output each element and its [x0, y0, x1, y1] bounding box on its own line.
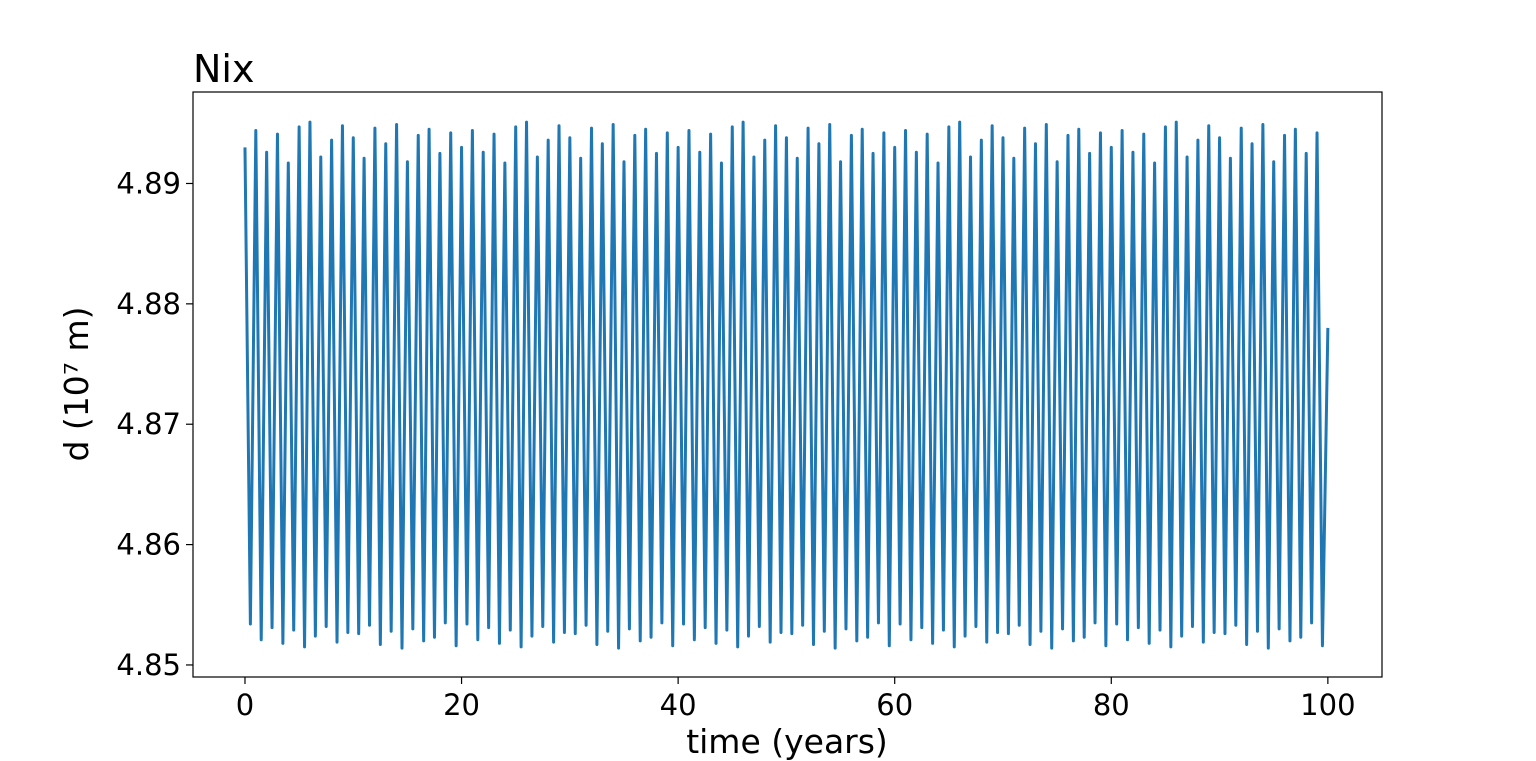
data-line: [243, 120, 1330, 650]
chart-title: Nix: [193, 47, 254, 91]
x-tick-label: 60: [876, 688, 913, 722]
x-axis-label: time (years): [686, 722, 888, 761]
x-tick-label: 40: [660, 688, 697, 722]
y-tick-label: 4.87: [116, 407, 181, 441]
y-tick-label: 4.88: [116, 287, 181, 321]
x-tick-label: 80: [1093, 688, 1130, 722]
y-axis-label: d (10⁷ m): [57, 306, 96, 461]
plot-frame: [192, 91, 1383, 678]
y-tick-label: 4.86: [116, 528, 181, 562]
y-tick-label: 4.89: [116, 166, 181, 200]
x-tick-label: 100: [1300, 688, 1355, 722]
y-tick-label: 4.85: [116, 648, 181, 682]
x-tick-label: 0: [236, 688, 254, 722]
x-tick-label: 20: [443, 688, 480, 722]
